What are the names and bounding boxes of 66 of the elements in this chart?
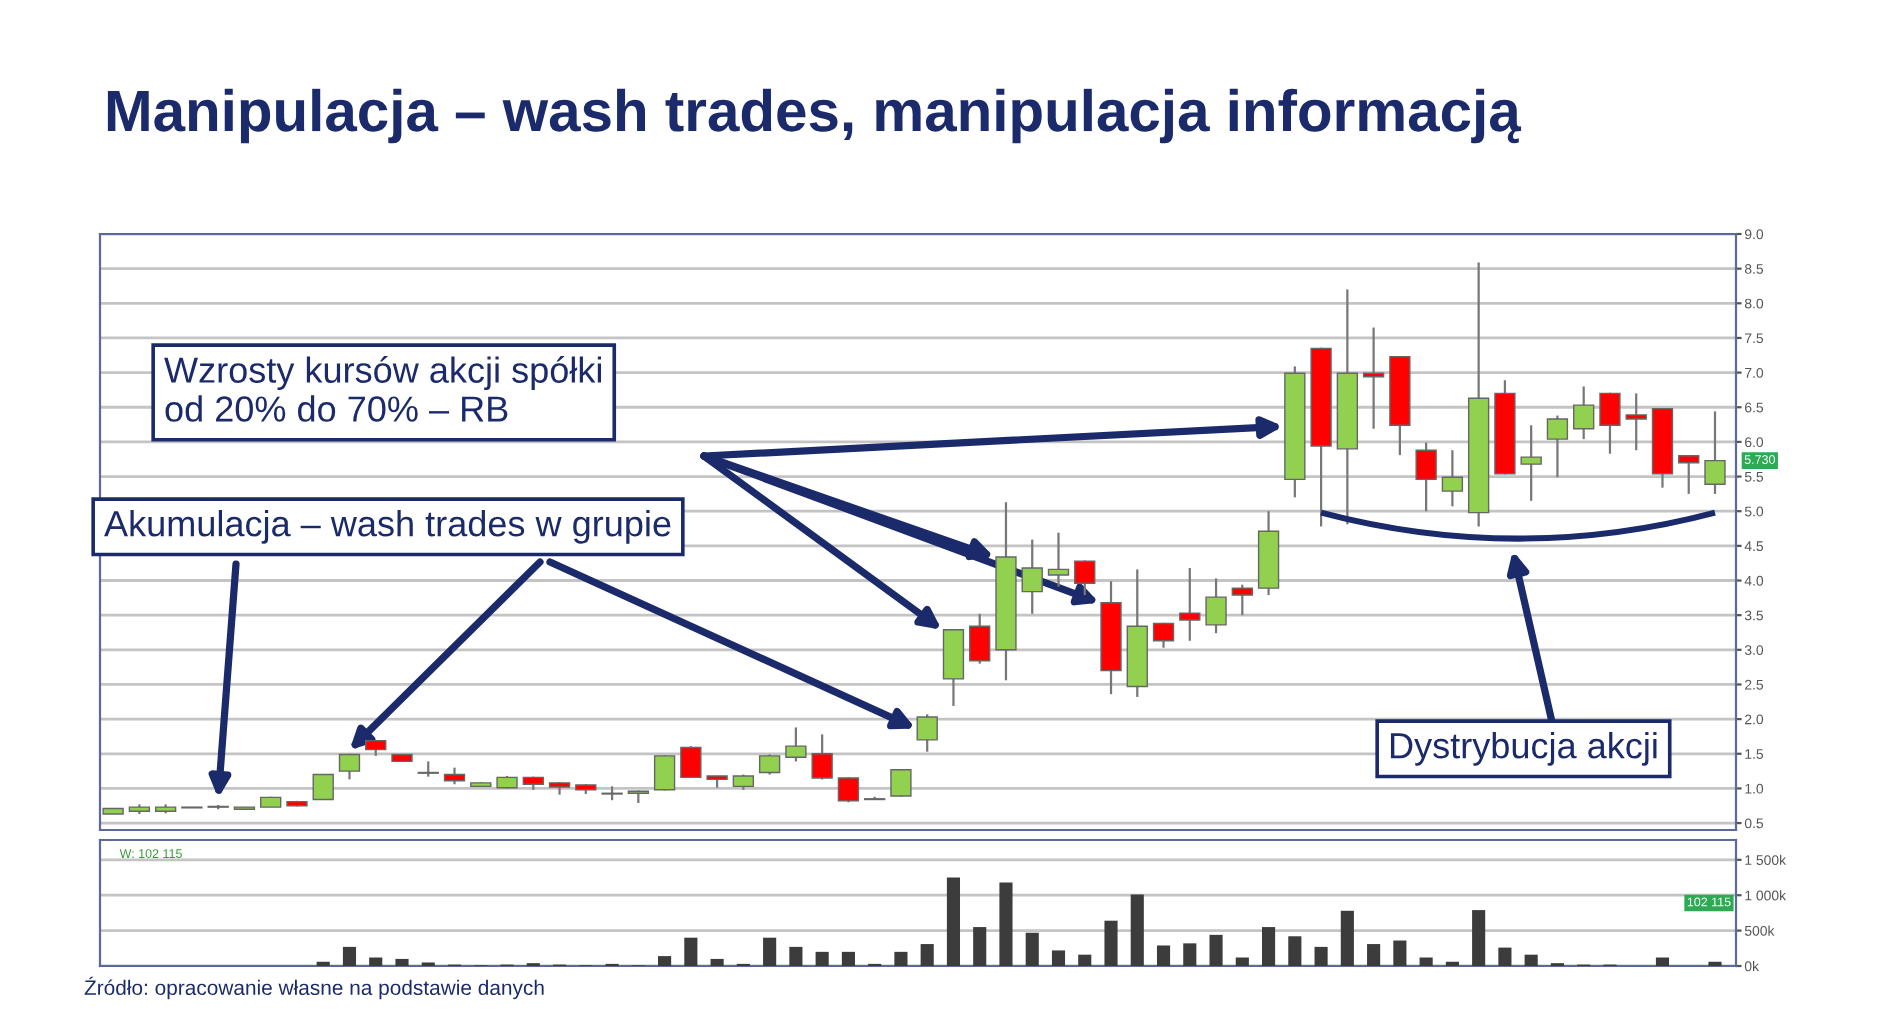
- bar: [1288, 936, 1302, 966]
- bar: [1078, 954, 1092, 966]
- candlestick: [1678, 453, 1700, 495]
- bar: [920, 944, 934, 966]
- bar: [1104, 920, 1118, 966]
- bar: [1314, 946, 1328, 966]
- bar: [1025, 932, 1039, 966]
- candlestick: [1205, 577, 1227, 635]
- bar: [658, 956, 672, 966]
- candlestick: [890, 767, 912, 798]
- candlestick: [1021, 538, 1043, 615]
- candlestick: [1047, 531, 1070, 588]
- candlestick: [837, 776, 860, 804]
- bar: [1051, 950, 1066, 966]
- candlestick: [1599, 391, 1621, 455]
- bar: [1367, 944, 1381, 966]
- bar: [710, 958, 724, 966]
- bar: [815, 951, 829, 966]
- bar: [1156, 945, 1171, 966]
- candlestick: [811, 733, 833, 781]
- annotation: Dystrybucja akcji: [1390, 732, 1657, 766]
- candlestick: [758, 753, 781, 776]
- candlestick: [916, 713, 938, 753]
- bar: [1393, 940, 1407, 966]
- bar: [684, 937, 698, 966]
- bar: [841, 951, 855, 966]
- bar: [1183, 943, 1197, 966]
- annotation: Wzrosty kursów akcji spółki od 20% do 70% – RB: [164, 356, 601, 422]
- bar: [1262, 927, 1276, 966]
- candlestick: [1704, 410, 1726, 495]
- bar: [342, 946, 357, 966]
- candlestick: [1520, 424, 1542, 502]
- bar: [1498, 947, 1512, 966]
- chart-title: Manipulacja – wash trades, manipulacja informacją: [107, 88, 1522, 144]
- bar: [369, 957, 383, 966]
- bar: [973, 927, 987, 966]
- candlestick: [680, 745, 702, 780]
- bar: [1340, 910, 1354, 966]
- candlestick: [338, 752, 361, 781]
- bar: [789, 946, 803, 966]
- bar: [1655, 957, 1670, 966]
- candlestick: [1415, 441, 1437, 513]
- bar: [1235, 957, 1249, 966]
- candlestick: [1625, 392, 1647, 452]
- bar: [1419, 957, 1433, 966]
- candlestick: [1546, 414, 1569, 479]
- candlestick: [1179, 566, 1201, 642]
- candlestick: [653, 754, 676, 792]
- candlestick: [1573, 385, 1595, 441]
- bar: [946, 877, 961, 966]
- candlestick: [1231, 583, 1253, 617]
- text: Źródło: opracowanie własne na podstawie danych: [84, 976, 544, 1000]
- bar: [395, 958, 409, 966]
- bar: [1130, 894, 1144, 966]
- bar: [763, 937, 777, 966]
- candlestick: [785, 726, 807, 763]
- candlestick: [969, 612, 991, 665]
- bar: [1524, 954, 1538, 966]
- candlestick: [1152, 621, 1175, 649]
- bar: [894, 951, 908, 966]
- candlestick: [312, 773, 334, 801]
- annotation: Akumulacja – wash trades w grupie: [104, 510, 671, 544]
- candlestick: [1441, 449, 1464, 508]
- bar: [999, 882, 1013, 966]
- bar: [1209, 934, 1223, 966]
- bar: [1472, 910, 1486, 966]
